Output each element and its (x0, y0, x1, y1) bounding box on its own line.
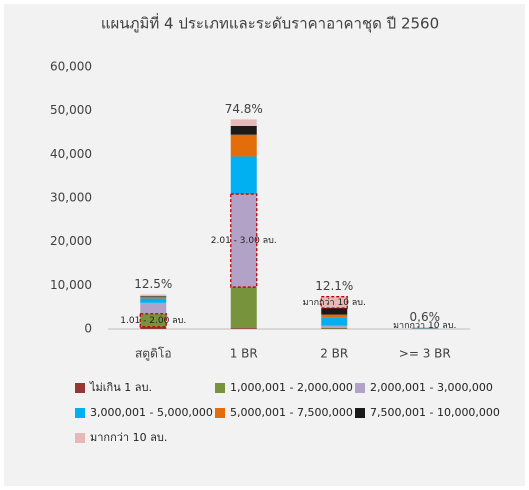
chart-background (4, 4, 525, 486)
legend-label: มากกว่า 10 ลบ. (90, 431, 167, 444)
bar-segment (411, 327, 438, 328)
bar-segment (140, 294, 167, 297)
bar-segment (140, 302, 167, 314)
highlight-label: มากกว่า 10 ลบ. (393, 321, 456, 331)
x-tick-label: >= 3 BR (399, 347, 451, 361)
bar-segment (140, 298, 167, 303)
bar-segment (140, 296, 167, 298)
legend-label: 1,000,001 - 2,000,000 (230, 381, 353, 394)
legend-swatch (75, 408, 85, 418)
share-label: 12.1% (315, 279, 353, 293)
bar-segment (321, 327, 348, 329)
bar-segment (321, 325, 348, 328)
highlight-label: 2.01 - 3.00 ลบ. (211, 236, 277, 246)
y-tick-label: 40,000 (50, 147, 92, 161)
bar-segment (230, 119, 257, 126)
y-tick-label: 50,000 (50, 103, 92, 117)
y-tick-label: 10,000 (50, 278, 92, 292)
y-tick-label: 20,000 (50, 234, 92, 248)
y-tick-label: 0 (84, 322, 92, 336)
x-tick-label: 1 BR (230, 347, 258, 361)
y-tick-label: 60,000 (50, 60, 92, 74)
legend-label: 3,000,001 - 5,000,000 (90, 406, 213, 419)
bar-segment (321, 317, 348, 326)
bar-segment (140, 326, 167, 329)
legend-label: 7,500,001 - 10,000,000 (370, 406, 500, 419)
bar-segment (230, 134, 257, 157)
highlight-label: มากกว่า 10 ลบ. (303, 298, 366, 308)
bar-segment (230, 125, 257, 135)
bar-segment (321, 296, 348, 309)
highlight-box (139, 313, 167, 328)
highlight-box (230, 193, 258, 288)
x-tick-label: 2 BR (320, 347, 348, 361)
x-tick-label: สตูดิโอ (135, 347, 172, 362)
chart-title: แผนภูมิที่ 4 ประเภทและระดับราคาอาคาชุด ป… (101, 13, 439, 34)
share-label: 74.8% (225, 102, 263, 116)
bar-segment (230, 156, 257, 195)
legend-swatch (355, 408, 365, 418)
highlight-box (320, 296, 348, 309)
legend-swatch (215, 383, 225, 393)
highlight-label: 1.01 - 2.00 ลบ. (120, 316, 186, 326)
bar-segment (140, 313, 167, 327)
legend-swatch (355, 383, 365, 393)
legend-label: 5,000,001 - 7,500,000 (230, 406, 353, 419)
bar-segment (321, 308, 348, 315)
share-label: 12.5% (134, 277, 172, 291)
legend-swatch (75, 433, 85, 443)
bar-segment (140, 297, 167, 299)
y-tick-label: 30,000 (50, 191, 92, 205)
share-label: 0.6% (410, 310, 441, 324)
legend-label: ไม่เกิน 1 ลบ. (89, 381, 152, 394)
legend-swatch (215, 408, 225, 418)
legend-label: 2,000,001 - 3,000,000 (370, 381, 493, 394)
bar-segment (321, 314, 348, 318)
bar-segment (230, 287, 257, 329)
bar-segment (230, 194, 257, 288)
bar-segment (230, 328, 257, 329)
legend-swatch (75, 383, 85, 393)
